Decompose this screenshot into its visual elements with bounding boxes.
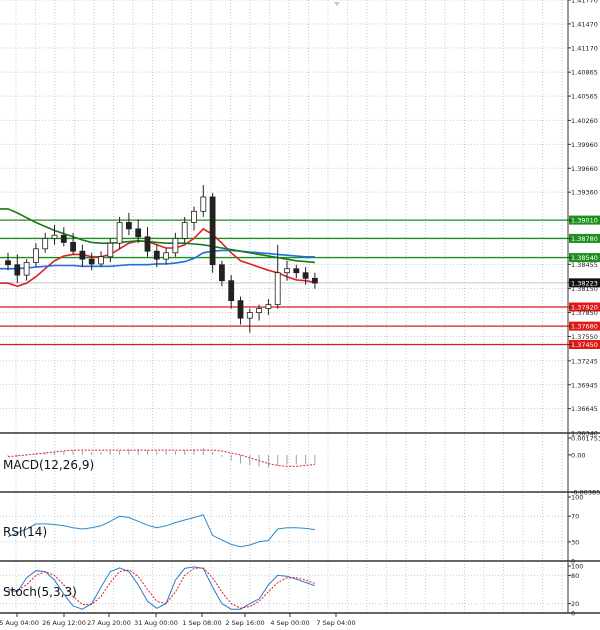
rsi-label: RSI(14): [3, 525, 47, 539]
rsi-line: [7, 514, 315, 548]
x-tick-label: 7 Sep 04:00: [316, 619, 355, 627]
resistance-level-label: 1.38540: [571, 254, 598, 262]
macd-tick-label: -0.003854: [571, 489, 600, 497]
candle-bearish: [302, 272, 309, 279]
stoch-tick-label: 80: [571, 572, 579, 580]
horizontal-levels: 1.39010 1.38780 1.38540 1.37920 1.37680 1.374…: [0, 215, 600, 349]
support-level-tag: [569, 302, 600, 312]
stoch-tick-label: 0: [571, 610, 575, 618]
candle-bearish: [293, 268, 300, 274]
candle-bullish: [116, 222, 123, 244]
candle-bullish: [163, 252, 170, 260]
y-tick-label: 1.38150: [571, 285, 598, 293]
candle-bullish: [200, 196, 207, 212]
support-level-tag: [569, 339, 600, 349]
candle-bullish: [265, 304, 272, 310]
candle-bearish: [88, 258, 95, 265]
y-tick-label: 1.40865: [571, 69, 598, 77]
y-tick-label: 1.36945: [571, 381, 598, 389]
candle-bullish: [23, 261, 30, 276]
support-level-tag: [569, 321, 600, 331]
stoch-line: [7, 566, 316, 610]
candle-bearish: [228, 280, 235, 302]
rsi-tick-label: 70: [571, 513, 579, 521]
candle-bullish: [256, 308, 263, 313]
y-tick-label: 1.36645: [571, 405, 598, 413]
stoch-line: [7, 567, 316, 609]
candle-bullish: [284, 268, 290, 274]
y-tick-label: 1.39960: [571, 141, 598, 149]
y-tick-label: 1.39360: [571, 189, 598, 197]
current-price-tag: [569, 278, 600, 288]
indicator-panels: [7, 448, 316, 610]
candle-bearish: [79, 250, 86, 260]
macd-label: MACD(12,26,9): [3, 458, 94, 472]
candle-bearish: [209, 196, 216, 266]
candle-bearish: [135, 228, 142, 238]
stoch-tick-label: 100: [571, 563, 583, 571]
resistance-level-tag: [569, 215, 600, 225]
candle-bearish: [70, 242, 76, 252]
axes: [0, 0, 600, 617]
macd-tick-label: 0.001753: [571, 435, 600, 443]
candle-bearish: [126, 222, 132, 230]
support-level-label: 1.37450: [571, 341, 598, 349]
candle-bullish: [181, 222, 188, 239]
y-tick-label: 1.38455: [571, 261, 598, 269]
resistance-level-tag: [569, 253, 600, 263]
x-tick-label: 27 Aug 20:00: [87, 619, 131, 627]
x-tick-label: 25 Aug 04:00: [0, 619, 39, 627]
support-level-label: 1.37680: [571, 323, 598, 331]
candle-bearish: [144, 236, 151, 252]
y-tick-label: 1.40565: [571, 93, 598, 101]
rsi-tick-label: 100: [571, 494, 583, 502]
y-tick-label: 1.39660: [571, 165, 598, 173]
resistance-level-tag: [569, 233, 600, 243]
macd-tick-label: 0.00: [571, 451, 585, 459]
candle-bearish: [218, 264, 225, 282]
resistance-level-label: 1.39010: [571, 217, 598, 225]
rsi-tick-label: 30: [571, 538, 579, 546]
stoch-label: Stoch(5,3,3): [3, 585, 77, 599]
candle-bullish: [274, 272, 281, 306]
candlesticks: [5, 185, 318, 333]
candle-bullish: [246, 312, 253, 319]
candle-bullish: [191, 210, 197, 223]
rsi-tick-label: 0: [571, 558, 575, 566]
candle-bullish: [172, 238, 179, 254]
stoch-tick-label: 20: [571, 600, 579, 608]
x-tick-label: 26 Aug 12:00: [42, 619, 86, 627]
candle-bullish: [51, 234, 58, 239]
candle-bullish: [42, 238, 49, 250]
candle-bullish: [33, 248, 39, 263]
moving-average-line: [0, 227, 316, 288]
x-tick-label: 4 Sep 00:00: [270, 619, 309, 627]
y-tick-label: 1.40260: [571, 117, 598, 125]
x-tick-label: 31 Aug 00:00: [134, 619, 178, 627]
y-tick-label: 1.37245: [571, 357, 598, 365]
candle-bearish: [311, 277, 318, 284]
current-price-label: 1.38223: [571, 279, 598, 287]
moving-average-line: [0, 208, 315, 264]
support-level-label: 1.37920: [571, 304, 598, 312]
scroll-marker-icon[interactable]: [334, 2, 340, 6]
resistance-level-label: 1.38780: [571, 235, 598, 243]
y-tick-label: 1.37550: [571, 333, 598, 341]
candle-bearish: [14, 264, 21, 276]
candle-bearish: [60, 234, 67, 243]
x-tick-label: 2 Sep 16:00: [225, 619, 264, 627]
candle-bearish: [237, 300, 244, 319]
candle-bullish: [98, 256, 104, 265]
x-tick-label: 1 Sep 08:00: [182, 619, 221, 627]
y-tick-label: 1.41770: [571, 0, 598, 5]
y-tick-label: 1.41170: [571, 44, 598, 52]
candle-bullish: [107, 242, 114, 258]
candle-bearish: [5, 260, 11, 266]
y-tick-label: 1.41470: [571, 20, 598, 28]
y-tick-label: 1.36340: [571, 430, 598, 438]
y-tick-label: 1.37850: [571, 309, 598, 317]
candle-bearish: [153, 250, 160, 260]
